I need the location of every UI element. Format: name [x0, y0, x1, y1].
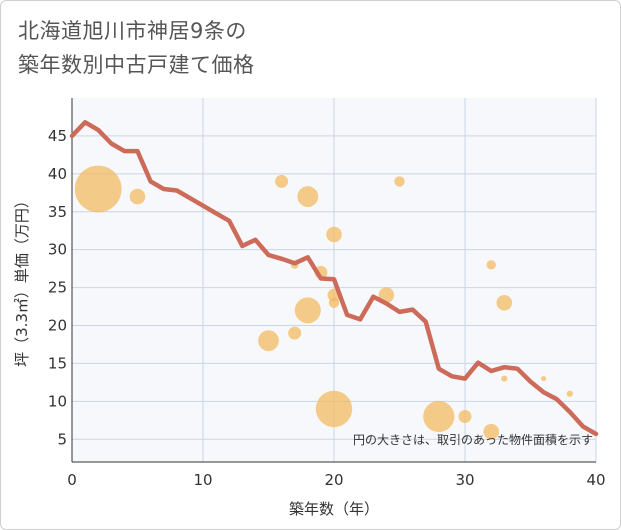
bubble-point	[501, 375, 508, 382]
x-axis-label: 築年数（年）	[289, 500, 379, 518]
bubble-size-note: 円の大きさは、取引のあった物件面積を示す	[353, 432, 593, 447]
bubble-point	[541, 375, 547, 382]
y-axis-label: 坪（3.3㎡）単価（万円）	[13, 193, 31, 367]
bubble-point	[129, 188, 146, 205]
bubble-point	[294, 297, 321, 324]
x-tick-label: 10	[193, 471, 212, 489]
y-tick-label: 10	[48, 392, 67, 410]
x-tick-label: 0	[67, 471, 77, 489]
x-tick-label: 30	[455, 471, 474, 489]
chart-title-line2: 築年数別中古戸建て価格	[18, 53, 255, 77]
bubble-point	[275, 174, 289, 188]
chart-title: 北海道旭川市神居9条の 築年数別中古戸建て価格	[18, 14, 538, 82]
bubble-point	[483, 423, 500, 440]
x-tick-label: 20	[324, 471, 343, 489]
bubble-point	[326, 226, 342, 243]
y-tick-label: 35	[48, 203, 67, 221]
bubble-point	[297, 186, 319, 207]
bubble-point	[394, 176, 405, 187]
average-price-line	[69, 120, 599, 437]
chart-title-line1: 北海道旭川市神居9条の	[18, 19, 247, 43]
bubble-point	[258, 330, 279, 352]
bubble-point	[496, 294, 513, 311]
y-tick-label: 30	[48, 241, 67, 259]
bubble-point	[328, 297, 340, 308]
y-tick-labels: 5 10 15 20 25 30 35 40 45	[48, 127, 67, 448]
bubble-point	[74, 165, 122, 213]
y-tick-label: 25	[48, 279, 67, 297]
y-tick-label: 40	[48, 165, 67, 183]
x-tick-labels: 0 10 20 30 40	[67, 471, 605, 489]
bubble-point	[458, 410, 472, 423]
grid-lines	[71, 98, 597, 463]
x-tick-label: 40	[586, 471, 605, 489]
y-tick-label: 45	[48, 127, 67, 145]
y-tick-label: 15	[48, 354, 67, 372]
y-tick-label: 5	[57, 430, 67, 448]
bubble-point	[566, 390, 573, 397]
bubble-point	[486, 260, 496, 270]
bubble-point	[315, 390, 353, 428]
y-tick-label: 20	[48, 317, 67, 335]
bubble-point	[423, 400, 455, 433]
bubble-point	[288, 326, 302, 340]
